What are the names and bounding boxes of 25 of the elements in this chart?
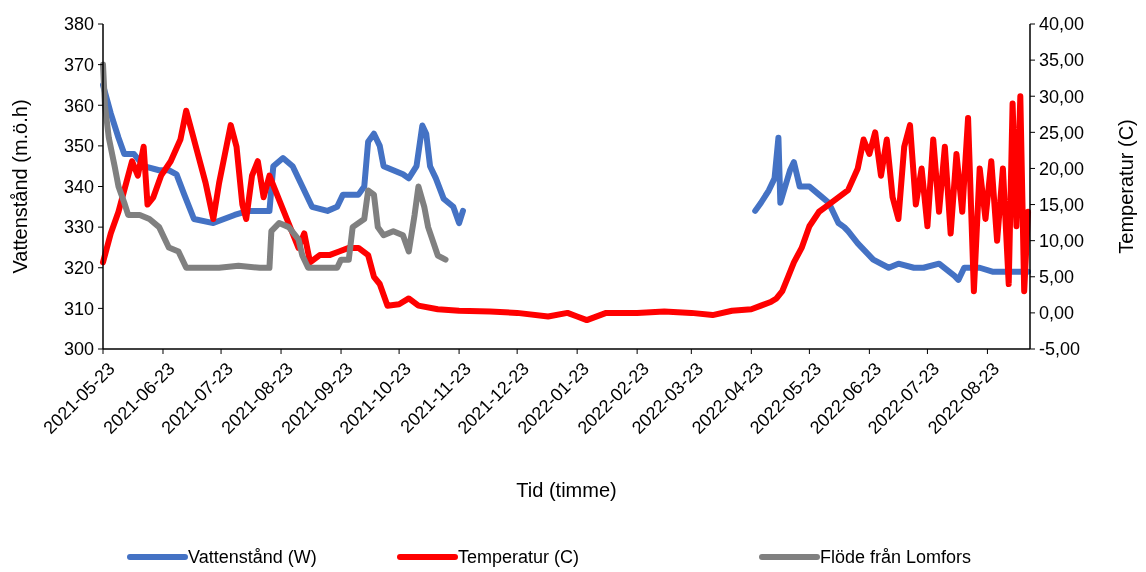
y-tick-label: 330 [63,217,94,238]
y2-tick-label: 10,00 [1039,230,1085,251]
y2-tick-label: 5,00 [1039,267,1075,288]
y2-tick-label: -5,00 [1039,339,1081,360]
y2-tick-label: 15,00 [1039,194,1085,215]
y-axis-title: Vattenstånd (m.ö.h) [9,99,31,274]
x-axis-title: Tid (timme) [516,479,617,501]
y-tick-label: 370 [63,54,94,75]
y-tick-label: 340 [63,176,94,197]
y2-tick-label: 40,00 [1039,14,1085,35]
y-tick-label: 310 [63,298,94,319]
y-tick-label: 300 [63,339,94,360]
legend-label: Vattenstånd (W) [188,547,317,568]
y-tick-label: 320 [63,258,94,279]
y-tick-label: 360 [63,95,94,116]
legend-label: Temperatur (C) [458,547,580,568]
legend-label: Flöde från Lomfors [820,547,972,568]
y-tick-label: 380 [63,14,94,35]
y2-tick-label: 25,00 [1039,122,1085,143]
y2-tick-label: 0,00 [1039,303,1075,324]
y2-tick-label: 30,00 [1039,86,1085,107]
y2-tick-label: 35,00 [1039,50,1085,71]
y-tick-label: 350 [63,136,94,157]
y2-axis-title: Temperatur (C) [1115,119,1137,254]
y2-tick-label: 20,00 [1039,158,1085,179]
